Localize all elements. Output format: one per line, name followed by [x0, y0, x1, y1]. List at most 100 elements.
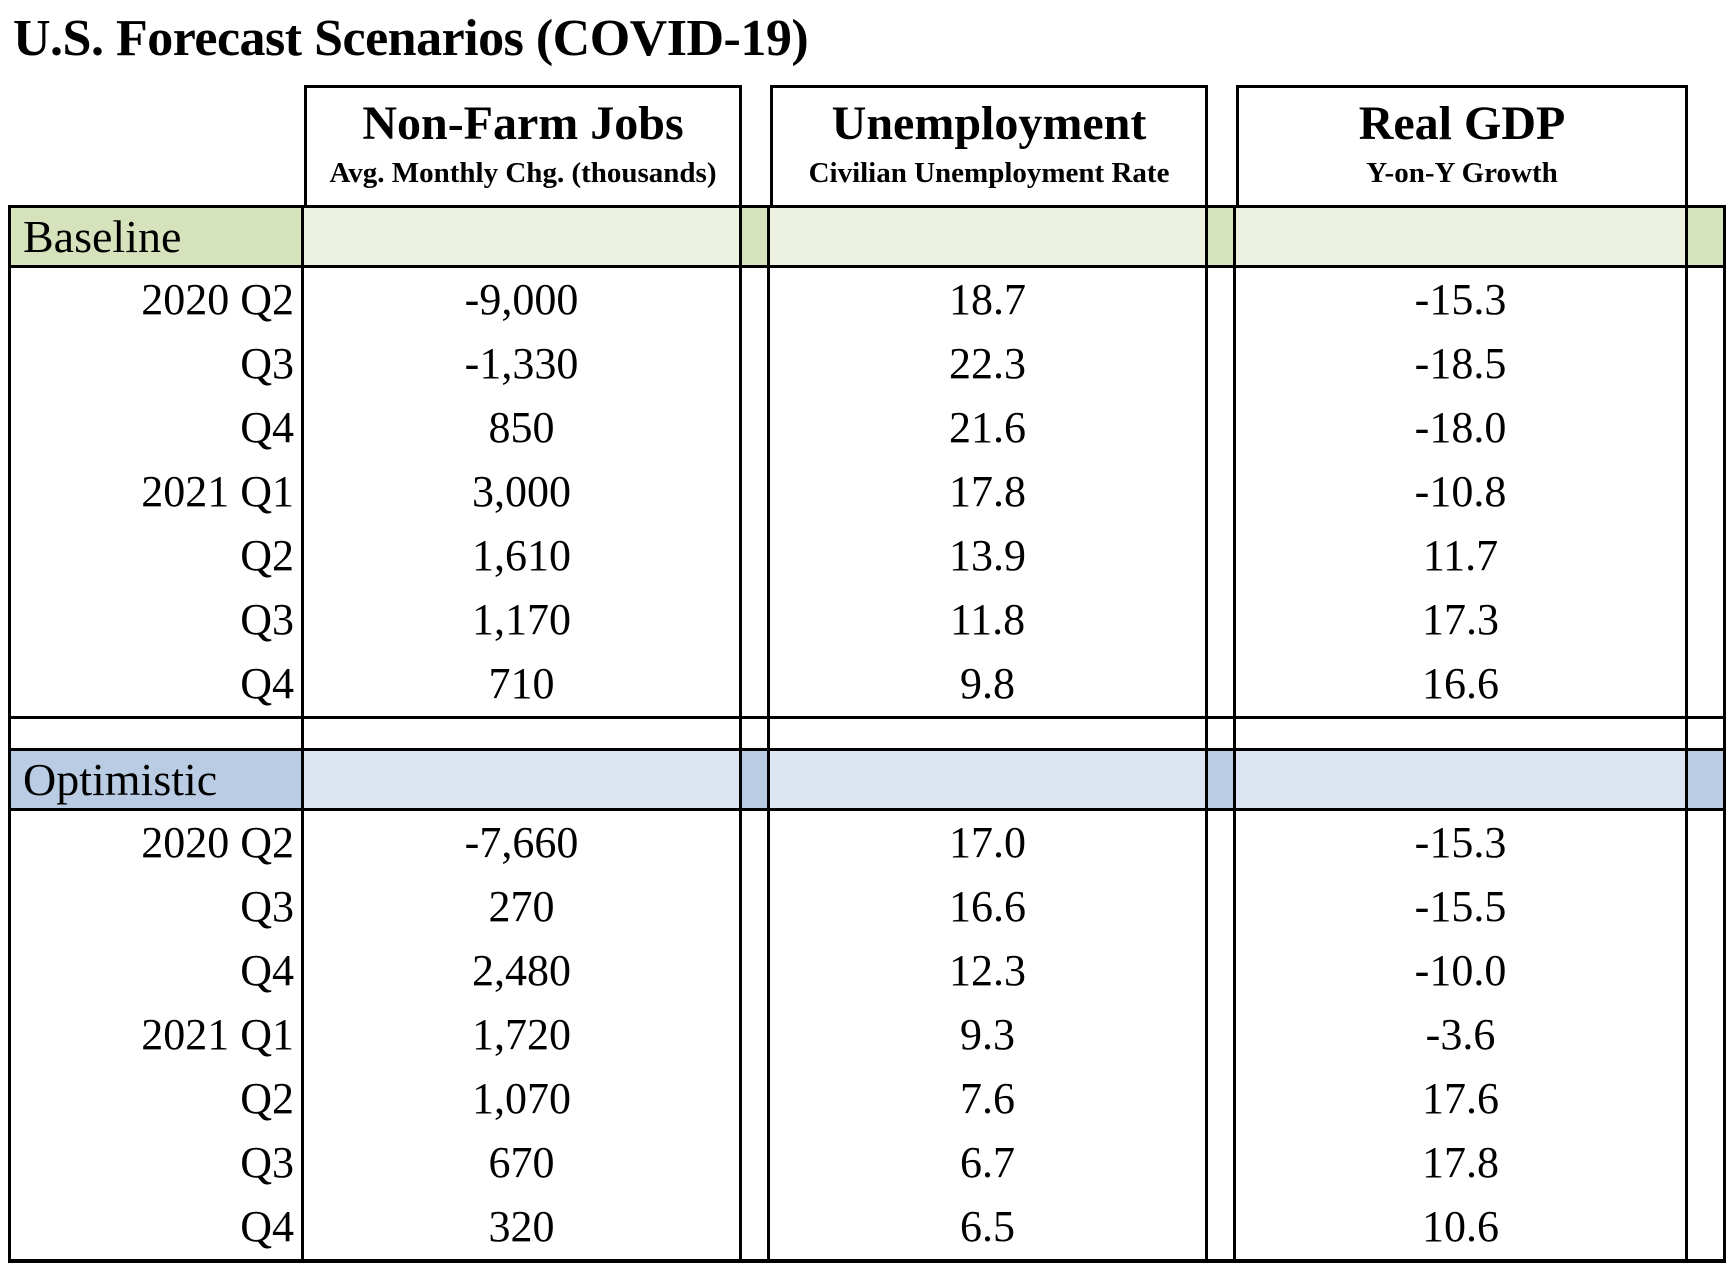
spacer-cell — [8, 719, 304, 748]
jobs-cell: 1,070 — [304, 1067, 742, 1131]
edge-cell — [1688, 1195, 1726, 1259]
period-cell: Q4 — [8, 939, 304, 1003]
period-cell: 2020 Q2 — [8, 811, 304, 875]
edge-cell — [1688, 1067, 1726, 1131]
spacer-cell — [1236, 719, 1688, 748]
table-row: Q2 1,610 13.9 11.7 — [8, 524, 1726, 588]
gap-cell — [742, 588, 770, 652]
header-gap — [1208, 85, 1236, 205]
column-subtitle: Avg. Monthly Chg. (thousands) — [329, 157, 717, 190]
table-row: Q4 710 9.8 16.6 — [8, 652, 1726, 719]
column-subtitle: Y-on-Y Growth — [1366, 157, 1558, 190]
gdp-cell: -15.5 — [1236, 875, 1688, 939]
jobs-cell: -7,660 — [304, 811, 742, 875]
gap-cell — [1208, 1003, 1236, 1067]
gdp-cell: 17.8 — [1236, 1131, 1688, 1195]
unemployment-cell: 6.5 — [770, 1195, 1208, 1259]
jobs-cell: 850 — [304, 396, 742, 460]
band-fill-cell — [1236, 751, 1688, 808]
gap-cell — [742, 811, 770, 875]
jobs-cell: 270 — [304, 875, 742, 939]
table-row: Q3 1,170 11.8 17.3 — [8, 588, 1726, 652]
period-cell: Q2 — [8, 524, 304, 588]
jobs-cell: 3,000 — [304, 460, 742, 524]
spacer-cell — [1688, 719, 1726, 748]
table-row: Q3 -1,330 22.3 -18.5 — [8, 332, 1726, 396]
column-header-unemployment: Unemployment Civilian Unemployment Rate — [770, 85, 1208, 205]
jobs-cell: 1,720 — [304, 1003, 742, 1067]
edge-cell — [1688, 460, 1726, 524]
page-title: U.S. Forecast Scenarios (COVID-19) — [13, 10, 809, 67]
gdp-cell: -15.3 — [1236, 811, 1688, 875]
column-header-row: Non-Farm Jobs Avg. Monthly Chg. (thousan… — [8, 85, 1726, 205]
edge-cell — [1688, 1131, 1726, 1195]
period-cell: Q3 — [8, 332, 304, 396]
table-row: Q4 850 21.6 -18.0 — [8, 396, 1726, 460]
section-label: Optimistic — [8, 751, 304, 808]
gap-cell — [1208, 1067, 1236, 1131]
unemployment-cell: 6.7 — [770, 1131, 1208, 1195]
band-gap-cell — [1208, 208, 1236, 265]
jobs-cell: 2,480 — [304, 939, 742, 1003]
section-label: Baseline — [8, 208, 304, 265]
gap-cell — [1208, 652, 1236, 716]
edge-cell — [1688, 396, 1726, 460]
section-header-baseline: Baseline — [8, 205, 1726, 268]
section-header-optimistic: Optimistic — [8, 748, 1726, 811]
band-fill-cell — [770, 208, 1208, 265]
gap-cell — [742, 1131, 770, 1195]
column-title: Real GDP — [1358, 96, 1566, 150]
band-fill-cell — [304, 208, 742, 265]
gap-cell — [1208, 524, 1236, 588]
period-cell: Q2 — [8, 1067, 304, 1131]
jobs-cell: 1,170 — [304, 588, 742, 652]
gap-cell — [1208, 939, 1236, 1003]
gap-cell — [742, 875, 770, 939]
band-edge-cell — [1688, 751, 1726, 808]
forecast-table: Non-Farm Jobs Avg. Monthly Chg. (thousan… — [8, 85, 1726, 1263]
gdp-cell: 11.7 — [1236, 524, 1688, 588]
gap-cell — [1208, 811, 1236, 875]
gap-cell — [742, 460, 770, 524]
gdp-cell: -18.0 — [1236, 396, 1688, 460]
edge-cell — [1688, 332, 1726, 396]
table-row: Q2 1,070 7.6 17.6 — [8, 1067, 1726, 1131]
band-fill-cell — [304, 751, 742, 808]
period-cell: Q4 — [8, 396, 304, 460]
gap-cell — [1208, 588, 1236, 652]
edge-cell — [1688, 652, 1726, 716]
header-gap — [742, 85, 770, 205]
section-spacer-row — [8, 719, 1726, 748]
column-title: Unemployment — [831, 96, 1147, 150]
unemployment-cell: 22.3 — [770, 332, 1208, 396]
gdp-cell: -10.8 — [1236, 460, 1688, 524]
column-subtitle: Civilian Unemployment Rate — [808, 157, 1170, 190]
edge-cell — [1688, 811, 1726, 875]
header-edge-spacer — [1688, 85, 1726, 205]
gap-cell — [742, 1003, 770, 1067]
gap-cell — [1208, 268, 1236, 332]
gap-cell — [1208, 1195, 1236, 1259]
gap-cell — [742, 939, 770, 1003]
band-gap-cell — [742, 751, 770, 808]
edge-cell — [1688, 268, 1726, 332]
jobs-cell: 320 — [304, 1195, 742, 1259]
spacer-cell — [1208, 719, 1236, 748]
band-gap-cell — [742, 208, 770, 265]
spacer-cell — [770, 719, 1208, 748]
unemployment-cell: 18.7 — [770, 268, 1208, 332]
gdp-cell: 17.3 — [1236, 588, 1688, 652]
edge-cell — [1688, 875, 1726, 939]
period-cell: Q4 — [8, 1195, 304, 1259]
column-header-nonfarm-jobs: Non-Farm Jobs Avg. Monthly Chg. (thousan… — [304, 85, 742, 205]
jobs-cell: -9,000 — [304, 268, 742, 332]
edge-cell — [1688, 1003, 1726, 1067]
gap-cell — [1208, 875, 1236, 939]
unemployment-cell: 13.9 — [770, 524, 1208, 588]
table-row: Q3 670 6.7 17.8 — [8, 1131, 1726, 1195]
jobs-cell: -1,330 — [304, 332, 742, 396]
jobs-cell: 710 — [304, 652, 742, 716]
gap-cell — [1208, 1131, 1236, 1195]
gap-cell — [1208, 460, 1236, 524]
gap-cell — [742, 396, 770, 460]
